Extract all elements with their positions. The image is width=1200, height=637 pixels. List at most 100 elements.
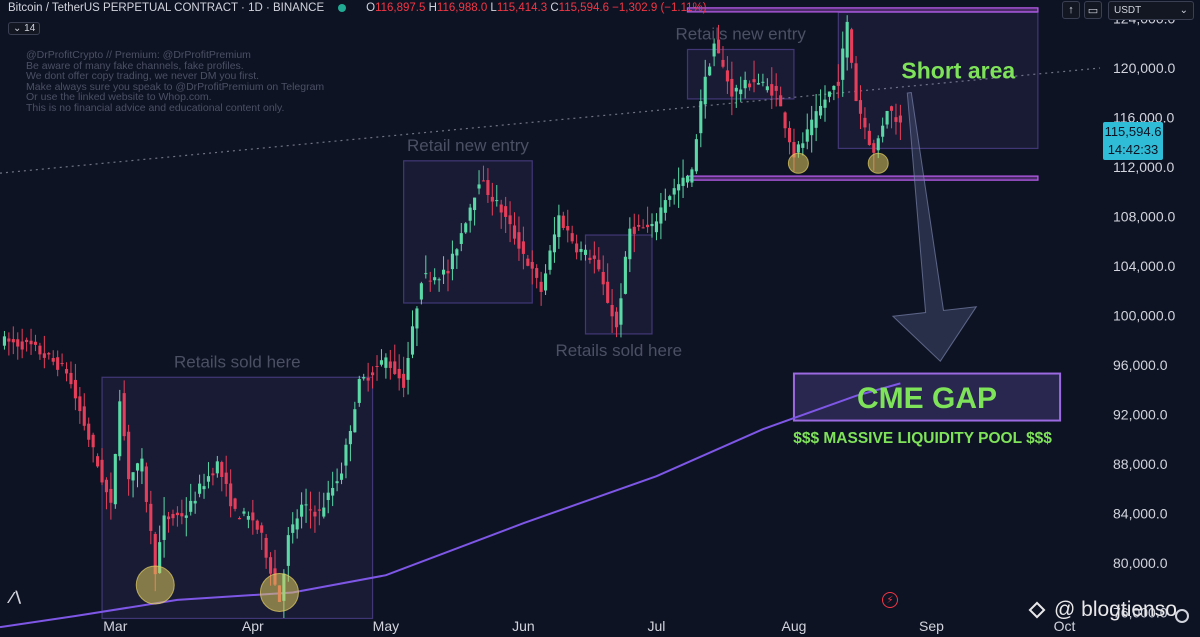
candle-countdown: 14:42:33 <box>1107 142 1159 157</box>
candle-body <box>841 48 845 80</box>
candle-body <box>597 259 601 270</box>
annotation-label: Retails new entry <box>676 24 807 43</box>
candle-body <box>229 483 233 507</box>
candle-body <box>668 196 672 200</box>
moving-average-line <box>0 382 901 629</box>
candle-body <box>251 512 255 521</box>
candle-body <box>561 215 565 228</box>
candle-body <box>371 372 375 376</box>
scroll-up-icon[interactable]: ↑ <box>1062 1 1080 19</box>
candle-body <box>144 466 148 502</box>
y-tick-label: 76,000.0 <box>1113 604 1168 620</box>
candle-body <box>872 143 876 153</box>
candle-body <box>592 255 596 259</box>
candle-body <box>233 498 237 509</box>
annotation-label: Retails sold here <box>555 341 682 360</box>
candle-body <box>858 100 863 114</box>
candle-body <box>291 524 295 533</box>
candle-body <box>428 280 432 282</box>
candle-body <box>393 361 397 374</box>
candle-body <box>56 357 60 370</box>
candle-body <box>415 308 419 329</box>
candle-body <box>91 434 95 448</box>
candle-body <box>677 184 681 191</box>
candle-body <box>823 99 827 108</box>
indicator-badge[interactable]: ⌄ 14 <box>8 22 41 35</box>
candle-body <box>353 409 357 433</box>
candle-body <box>721 59 725 67</box>
candle-body <box>508 215 512 225</box>
current-price-tag: 115,594.6 14:42:33 <box>1103 122 1163 160</box>
candle-body <box>867 130 871 145</box>
candle-body <box>774 85 778 91</box>
candle-body <box>419 283 423 300</box>
candle-body <box>38 345 42 355</box>
candle-body <box>752 79 756 83</box>
candle-body <box>654 221 659 233</box>
symbol-title[interactable]: Bitcoin / TetherUS PERPETUAL CONTRACT · … <box>8 2 325 14</box>
candle-body <box>854 63 858 102</box>
candle-body <box>69 372 73 385</box>
candle-body <box>149 503 153 531</box>
candle-body <box>406 357 410 380</box>
candle-body <box>836 81 840 86</box>
market-status-dot <box>338 4 347 12</box>
candle-body <box>20 341 24 350</box>
highlight-circle <box>135 565 175 605</box>
candle-body <box>761 81 765 83</box>
high-value: 116,988.0 <box>436 2 488 14</box>
candle-body <box>481 180 486 182</box>
candle-body <box>348 431 352 445</box>
range-boundary-line <box>686 175 1039 181</box>
watermark-line: Make always sure you speak to @DrProfitP… <box>26 80 325 93</box>
candle-body <box>175 512 179 516</box>
x-tick-label: Aug <box>781 618 806 634</box>
candle-body <box>379 360 384 365</box>
candle-body <box>357 379 361 403</box>
candle-body <box>122 393 126 437</box>
candle-body <box>530 261 534 269</box>
tradingview-logo-icon[interactable]: ⁄∖ <box>10 590 24 607</box>
candle-body <box>783 112 787 129</box>
candle-body <box>703 76 707 105</box>
scroll-down-icon[interactable]: ▭ <box>1084 1 1102 19</box>
candle-body <box>166 516 171 520</box>
candle-body <box>87 423 91 440</box>
candle-body <box>650 223 654 227</box>
candle-body <box>180 513 184 517</box>
candle-body <box>158 542 162 574</box>
x-tick-label: Oct <box>1054 618 1076 634</box>
target-icon[interactable] <box>1175 609 1189 623</box>
candle-body <box>424 273 428 275</box>
candle-body <box>486 180 490 195</box>
candle-body <box>814 111 818 128</box>
watermark-line: Be aware of many fake channels, fake pro… <box>26 59 244 72</box>
candle-body <box>779 95 783 107</box>
y-tick-label: 96,000.0 <box>1113 357 1168 373</box>
currency-select[interactable]: USDT ⌄ <box>1108 1 1194 20</box>
candle-body <box>264 537 268 558</box>
candle-body <box>206 476 211 482</box>
candle-body <box>863 117 867 128</box>
candle-body <box>512 225 517 239</box>
y-tick-label: 100,000.0 <box>1113 307 1175 323</box>
lightning-icon[interactable]: ⚡ <box>882 592 898 608</box>
price-axis-panel <box>1100 0 1200 637</box>
candle-body <box>339 473 344 480</box>
annotation-box <box>584 234 653 335</box>
candle-body <box>619 298 623 325</box>
annotation-box <box>403 160 533 304</box>
diamond-logo-icon <box>1026 599 1048 621</box>
candle-body <box>663 200 667 213</box>
x-tick-label: Sep <box>919 618 944 634</box>
candle-body <box>672 188 676 195</box>
candle-body <box>819 105 823 116</box>
candle-body <box>73 379 77 399</box>
candle-body <box>388 361 392 368</box>
candle-body <box>42 353 46 358</box>
candle-body <box>601 271 605 285</box>
candle-body <box>614 311 619 328</box>
candle-body <box>344 444 348 466</box>
candle-body <box>885 110 889 125</box>
